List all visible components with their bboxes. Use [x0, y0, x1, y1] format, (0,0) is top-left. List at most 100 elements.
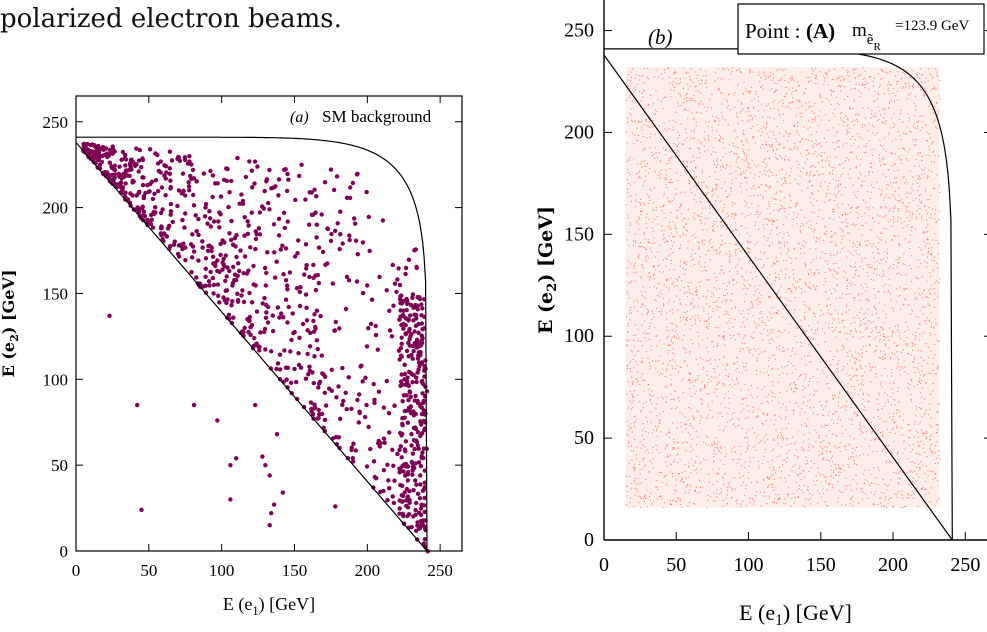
chart-1-point: [859, 360, 861, 362]
chart-1-point: [849, 265, 851, 267]
chart-1-point: [647, 308, 649, 310]
chart-1-point: [903, 176, 905, 178]
chart-1-point: [863, 318, 865, 320]
chart-1-point: [674, 194, 676, 196]
chart-1-point: [775, 156, 777, 158]
chart-1-point: [880, 194, 882, 196]
chart-1-point: [871, 266, 873, 268]
chart-0-point: [145, 217, 150, 223]
chart-1-point: [636, 484, 638, 486]
chart-1-point: [645, 297, 647, 299]
chart-0-point: [317, 381, 322, 386]
chart-0-point: [408, 302, 414, 308]
chart-1-point: [910, 429, 912, 431]
chart-1-point: [655, 430, 657, 432]
chart-1-point: [788, 102, 790, 104]
chart-1-point: [676, 326, 678, 328]
chart-1-point: [906, 126, 908, 128]
chart-1-point: [839, 331, 841, 333]
chart-1-point: [674, 493, 676, 495]
chart-1-point: [680, 260, 682, 262]
chart-1-point: [799, 175, 801, 177]
chart-0-point: [200, 245, 205, 250]
chart-1-point: [832, 208, 834, 210]
chart-1-point: [766, 316, 768, 318]
chart-1-point: [880, 114, 882, 116]
chart-1-point: [717, 68, 719, 70]
chart-1-point: [677, 447, 679, 449]
chart-1-point: [924, 260, 926, 262]
chart-1-point: [716, 130, 718, 132]
chart-1-point: [712, 346, 714, 348]
chart-1-point: [928, 289, 930, 291]
chart-1-point: [812, 121, 814, 123]
chart-1-point: [668, 299, 670, 301]
chart-1-point: [750, 115, 752, 117]
chart-0-point: [409, 443, 414, 448]
chart-1-point: [736, 270, 738, 272]
chart-1-point: [784, 477, 786, 479]
chart-1-point: [800, 170, 802, 172]
chart-1-point: [743, 130, 745, 132]
chart-1-point: [818, 434, 820, 436]
chart-1-point: [856, 156, 858, 158]
chart-1-point: [871, 252, 873, 254]
chart-0-point: [141, 194, 147, 199]
chart-1-point: [846, 256, 848, 258]
chart-1-point: [936, 411, 938, 413]
chart-1-point: [631, 450, 633, 452]
chart-1-point: [801, 190, 803, 192]
chart-1-point: [907, 423, 909, 425]
chart-0-point: [285, 385, 290, 390]
chart-0-point: [397, 470, 402, 475]
chart-1-point: [706, 279, 708, 281]
chart-1-point: [745, 451, 747, 453]
chart-1-point: [666, 368, 668, 370]
chart-1-point: [692, 298, 694, 300]
chart-1-point: [746, 308, 748, 310]
chart-1-point: [678, 473, 680, 475]
chart-1-point: [865, 207, 867, 209]
chart-1-point: [807, 418, 809, 420]
chart-1-point: [670, 384, 672, 386]
chart-0-x-tick-label: 50: [140, 561, 157, 580]
chart-1-point: [827, 483, 829, 485]
chart-1-point: [743, 279, 745, 281]
chart-0-point: [240, 329, 245, 334]
chart-0-point: [279, 311, 284, 316]
chart-1-point: [777, 276, 779, 278]
chart-1-point: [832, 398, 834, 400]
chart-1-point: [869, 229, 871, 231]
chart-1-point: [677, 497, 679, 499]
chart-1-point: [817, 327, 819, 329]
chart-1-point: [903, 253, 905, 255]
chart-1-point: [719, 166, 721, 168]
chart-1-point: [738, 310, 740, 312]
chart-1-point: [896, 90, 898, 92]
chart-1-point: [659, 495, 661, 497]
chart-1-point: [877, 291, 879, 293]
chart-1-point: [777, 437, 779, 439]
chart-1-point: [671, 330, 673, 332]
chart-1-point: [898, 482, 900, 484]
chart-0-point: [123, 152, 128, 158]
chart-1-point: [633, 158, 635, 160]
chart-1-point: [767, 237, 769, 239]
chart-1-point: [724, 295, 726, 297]
chart-1-point: [649, 394, 651, 396]
chart-0-point: [160, 207, 165, 212]
chart-1-point: [734, 106, 736, 108]
chart-0-point: [332, 328, 338, 333]
chart-1-point: [784, 68, 786, 70]
chart-1-point: [818, 115, 820, 117]
chart-1-point: [702, 75, 704, 77]
chart-1-point: [868, 394, 870, 396]
chart-1-point: [772, 131, 774, 133]
chart-0-point: [347, 237, 352, 243]
chart-1-point: [696, 455, 698, 457]
chart-1-point: [837, 362, 839, 364]
chart-0-point: [159, 185, 165, 190]
chart-0-point: [351, 441, 356, 446]
chart-1-point: [856, 119, 858, 121]
chart-1-point: [722, 78, 724, 80]
